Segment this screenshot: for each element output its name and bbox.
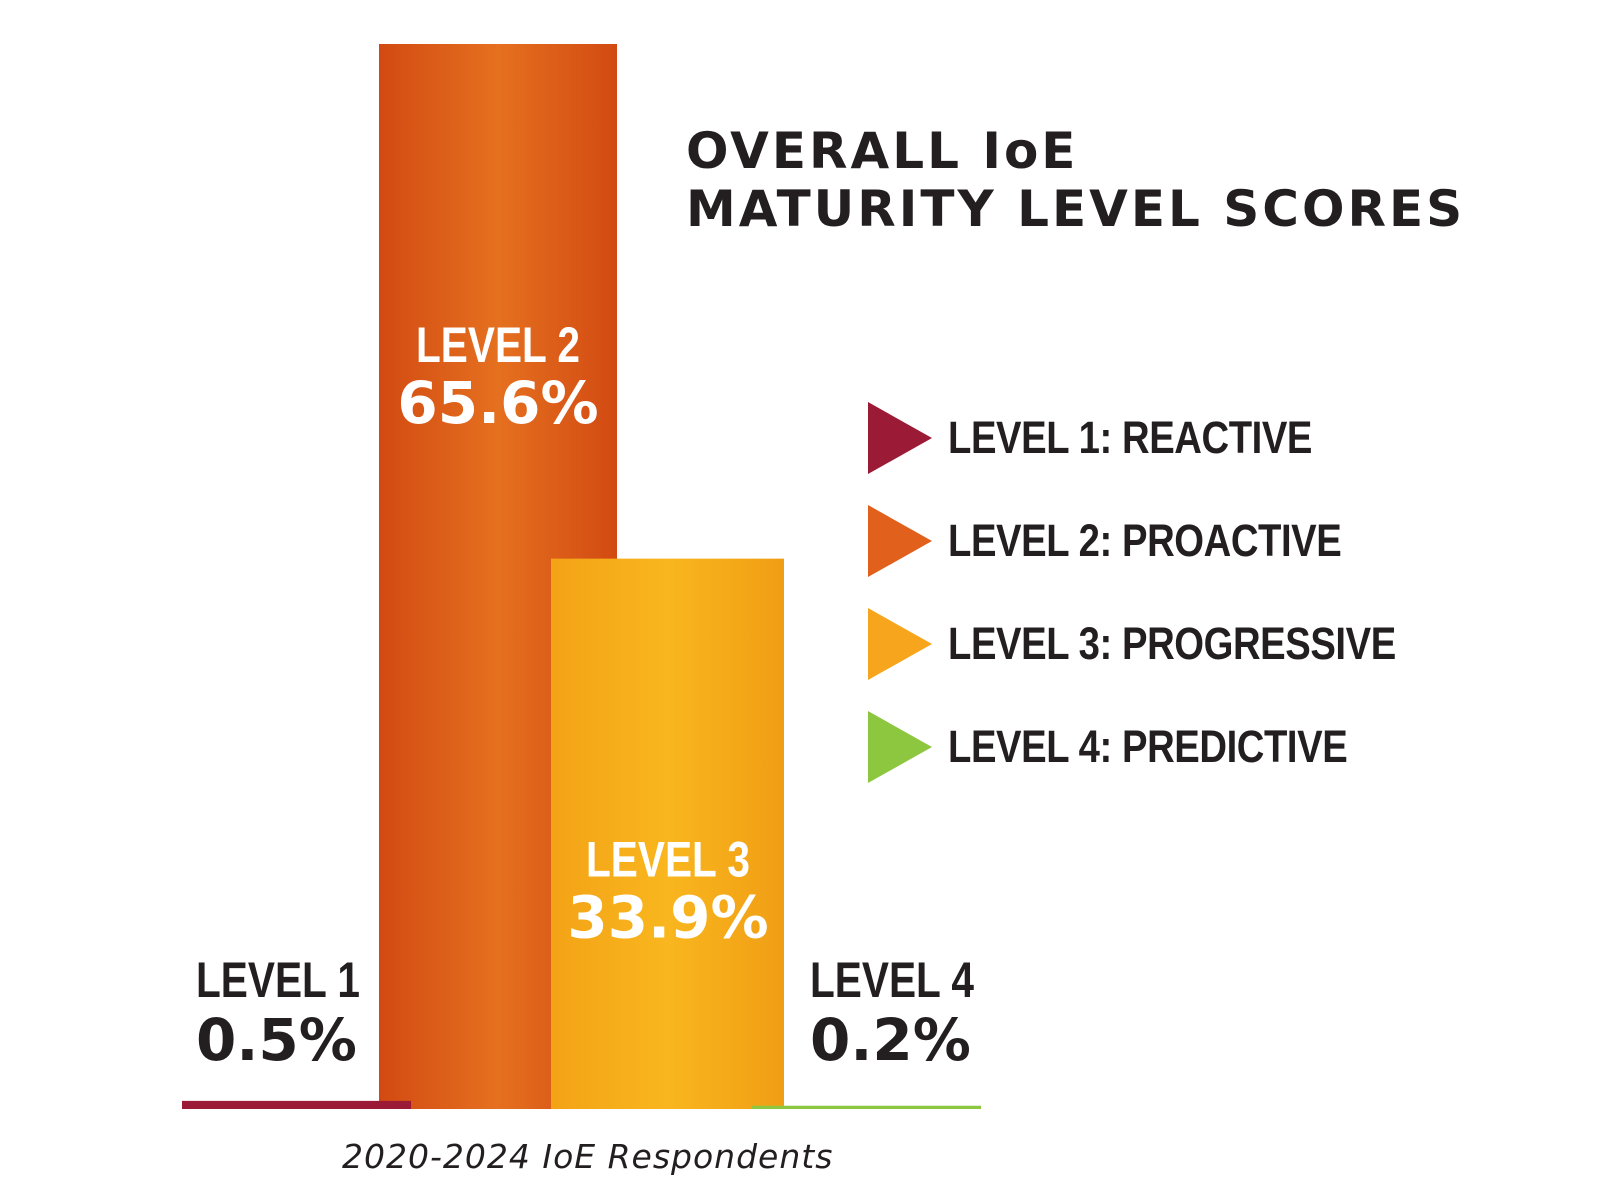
bar-category-label-level-2: LEVEL 2 [416, 317, 580, 373]
legend-item-level-2: LEVEL 2: PROACTIVE [868, 505, 1475, 577]
triangle-icon [868, 608, 932, 680]
triangle-icon [868, 402, 932, 474]
bar-level-4 [752, 1105, 981, 1109]
bar-level-1 [182, 1100, 411, 1109]
legend-label-level-2: LEVEL 2: PROACTIVE [948, 515, 1342, 566]
chart-title-line-1: OVERALL IoE [686, 122, 1079, 180]
bar-category-label-level-1: LEVEL 1 [196, 952, 360, 1008]
bar-category-label-level-3: LEVEL 3 [586, 832, 750, 888]
bar-value-label-level-2: 65.6% [397, 369, 598, 437]
legend-item-level-3: LEVEL 3: PROGRESSIVE [868, 608, 1475, 680]
bar-level-3 [551, 558, 784, 1109]
legend-item-level-4: LEVEL 4: PREDICTIVE [868, 711, 1475, 783]
legend-swatch-level-1 [868, 402, 932, 474]
bar-value-label-level-1: 0.5% [196, 1006, 357, 1074]
legend-label-level-1: LEVEL 1: REACTIVE [948, 412, 1313, 463]
legend-swatch-level-4 [868, 711, 932, 783]
triangle-icon [868, 711, 932, 783]
triangle-icon [868, 505, 932, 577]
legend-item-level-1: LEVEL 1: REACTIVE [868, 402, 1475, 474]
legend: LEVEL 1: REACTIVE LEVEL 2: PROACTIVE LEV… [868, 402, 1475, 814]
bar-category-label-level-4: LEVEL 4 [810, 952, 974, 1008]
chart-title: OVERALL IoE MATURITY LEVEL SCORES [686, 122, 1465, 238]
legend-label-level-4: LEVEL 4: PREDICTIVE [948, 721, 1348, 772]
bar-value-label-level-4: 0.2% [810, 1006, 971, 1074]
legend-swatch-level-2 [868, 505, 932, 577]
legend-label-level-3: LEVEL 3: PROGRESSIVE [948, 618, 1396, 669]
x-axis-label: 2020-2024 IoE Respondents [342, 1137, 834, 1176]
chart-title-line-2: MATURITY LEVEL SCORES [686, 180, 1466, 238]
bar-value-label-level-3: 33.9% [567, 884, 768, 952]
legend-swatch-level-3 [868, 608, 932, 680]
